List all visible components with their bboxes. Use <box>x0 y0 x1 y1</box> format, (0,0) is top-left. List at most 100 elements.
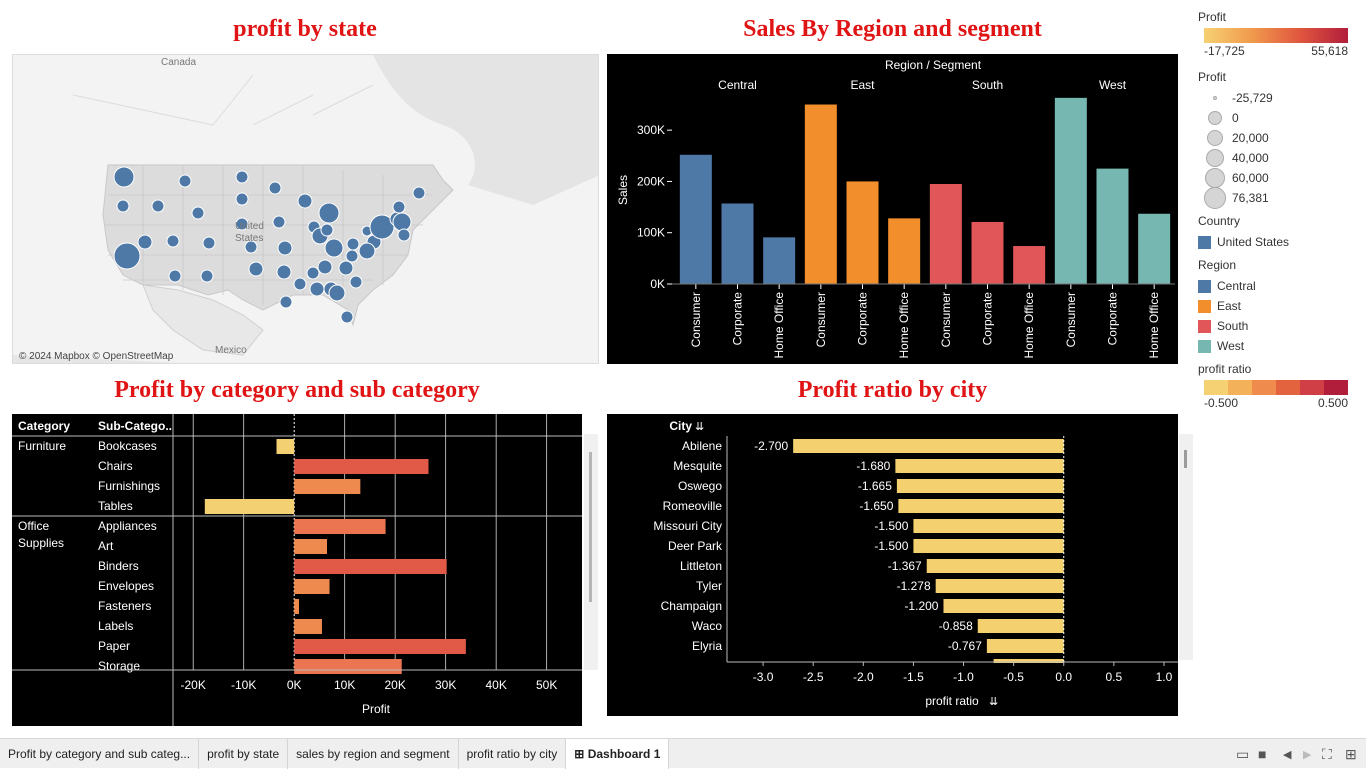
ratio-bar[interactable] <box>986 639 1064 653</box>
next-sheet-icon[interactable]: ▶ <box>1303 749 1312 761</box>
state-bubble[interactable] <box>320 223 334 237</box>
sales-bar[interactable] <box>929 184 962 284</box>
legend-country-item[interactable]: United States <box>1198 232 1358 252</box>
state-bubble[interactable] <box>244 240 258 254</box>
state-bubble[interactable] <box>116 199 130 213</box>
profit-bar[interactable] <box>294 639 466 654</box>
profit-bar[interactable] <box>294 619 322 634</box>
city-scrollbar[interactable] <box>1179 434 1193 660</box>
profit-bar[interactable] <box>294 479 361 494</box>
state-bubble[interactable] <box>392 200 406 214</box>
state-bubble[interactable] <box>318 202 340 224</box>
profit-bar[interactable] <box>294 579 330 594</box>
sheet-tab[interactable]: profit ratio by city <box>459 738 567 769</box>
legend-region-item[interactable]: South <box>1198 316 1358 336</box>
state-bubble[interactable] <box>412 186 426 200</box>
sales-bar[interactable] <box>679 154 712 284</box>
tab-dashboard[interactable]: ⊞ Dashboard 1 <box>566 738 670 769</box>
state-bubble[interactable] <box>113 166 135 188</box>
legend-size-item[interactable]: 76,381 <box>1198 187 1358 209</box>
city-chart[interactable]: City ⇊ Abilene -2.700 Mesquite -1.680 Oswego -1… <box>607 414 1178 716</box>
profit-bar[interactable] <box>294 539 328 554</box>
sales-bar[interactable] <box>1138 213 1171 284</box>
profit-map[interactable]: Canada United States Mexico © 2024 Mapbo… <box>12 54 599 364</box>
sales-bar[interactable] <box>804 104 837 284</box>
legend-region-item[interactable]: East <box>1198 296 1358 316</box>
state-bubble[interactable] <box>235 170 249 184</box>
sales-bar[interactable] <box>971 221 1004 284</box>
ratio-bar-partial[interactable] <box>993 659 1064 663</box>
sales-chart[interactable]: Region / Segment Central East South West Sale… <box>607 54 1178 364</box>
legend-region-item[interactable]: West <box>1198 336 1358 356</box>
state-bubble[interactable] <box>297 193 313 209</box>
sort-icon[interactable]: ⇊ <box>695 421 704 433</box>
state-bubble[interactable] <box>338 260 354 276</box>
ratio-bar[interactable] <box>896 479 1064 493</box>
state-bubble[interactable] <box>309 281 325 297</box>
state-bubble[interactable] <box>293 277 307 291</box>
state-bubble[interactable] <box>345 249 359 263</box>
profit-bar[interactable] <box>204 499 295 514</box>
state-bubble[interactable] <box>358 242 376 260</box>
ratio-bar[interactable] <box>913 519 1064 533</box>
state-bubble[interactable] <box>268 181 282 195</box>
state-bubble[interactable] <box>166 234 180 248</box>
ratio-bar[interactable] <box>898 499 1064 513</box>
sheet-tab[interactable]: Profit by category and sub categ... <box>0 738 200 769</box>
sales-bar[interactable] <box>1013 246 1046 284</box>
city-scrollbar-thumb[interactable] <box>1184 450 1187 468</box>
legend-region-item[interactable]: Central <box>1198 276 1358 296</box>
sales-chart-canvas[interactable]: Region / Segment Central East South West Sale… <box>607 54 1178 364</box>
category-scrollbar-thumb[interactable] <box>589 452 592 602</box>
state-bubble[interactable] <box>151 199 165 213</box>
state-bubble[interactable] <box>306 266 320 280</box>
map-canvas[interactable]: Canada United States Mexico © 2024 Mapbo… <box>13 55 599 364</box>
state-bubble[interactable] <box>235 192 249 206</box>
profit-bar[interactable] <box>294 459 429 474</box>
state-bubble[interactable] <box>168 269 182 283</box>
state-bubble[interactable] <box>349 275 363 289</box>
prev-sheet-icon[interactable]: ◀ <box>1283 749 1292 761</box>
fullscreen-icon[interactable]: ⛶ <box>1322 746 1332 762</box>
state-bubble[interactable] <box>340 310 354 324</box>
sales-bar[interactable] <box>721 203 754 284</box>
profit-bar[interactable] <box>294 599 299 614</box>
state-bubble[interactable] <box>113 242 141 270</box>
profit-bar[interactable] <box>294 519 386 534</box>
sales-bar[interactable] <box>1054 97 1087 284</box>
state-bubble[interactable] <box>178 174 192 188</box>
ratio-bar[interactable] <box>793 439 1064 453</box>
sheet-tab[interactable]: profit by state <box>199 738 289 769</box>
profit-bar[interactable] <box>276 439 295 454</box>
state-bubble[interactable] <box>277 240 293 256</box>
category-chart-canvas[interactable]: Category Sub-Catego.. Bookcases Chairs Furni… <box>12 414 582 726</box>
state-bubble[interactable] <box>272 215 286 229</box>
category-scrollbar[interactable] <box>584 434 598 670</box>
state-bubble[interactable] <box>235 217 249 231</box>
state-bubble[interactable] <box>279 295 293 309</box>
ratio-bar[interactable] <box>926 559 1064 573</box>
state-bubble[interactable] <box>202 236 216 250</box>
sales-bar[interactable] <box>763 237 796 284</box>
legend-size-item[interactable]: 0 <box>1198 108 1358 128</box>
legend-size-item[interactable]: 40,000 <box>1198 148 1358 168</box>
ratio-bar[interactable] <box>943 599 1064 613</box>
state-bubble[interactable] <box>200 269 214 283</box>
profit-bar[interactable] <box>294 659 402 674</box>
category-chart[interactable]: Category Sub-Catego.. Bookcases Chairs Furni… <box>12 414 582 726</box>
legend-size-item[interactable]: 60,000 <box>1198 168 1358 188</box>
sheet-menu-icon[interactable]: ⊞ <box>1345 746 1357 762</box>
filmstrip-view-icon[interactable]: ■ <box>1258 746 1267 762</box>
ratio-bar[interactable] <box>935 579 1064 593</box>
sheet-tab[interactable]: sales by region and segment <box>288 738 459 769</box>
ratio-bar[interactable] <box>913 539 1064 553</box>
legend-size-item[interactable]: -25,729 <box>1198 88 1358 108</box>
ratio-bar[interactable] <box>977 619 1064 633</box>
ratio-bar[interactable] <box>895 459 1064 473</box>
sales-bar[interactable] <box>888 218 921 284</box>
state-bubble[interactable] <box>328 284 346 302</box>
state-bubble[interactable] <box>191 206 205 220</box>
sales-bar[interactable] <box>1096 168 1129 284</box>
sort-axis-icon[interactable]: ⇊ <box>989 696 998 708</box>
